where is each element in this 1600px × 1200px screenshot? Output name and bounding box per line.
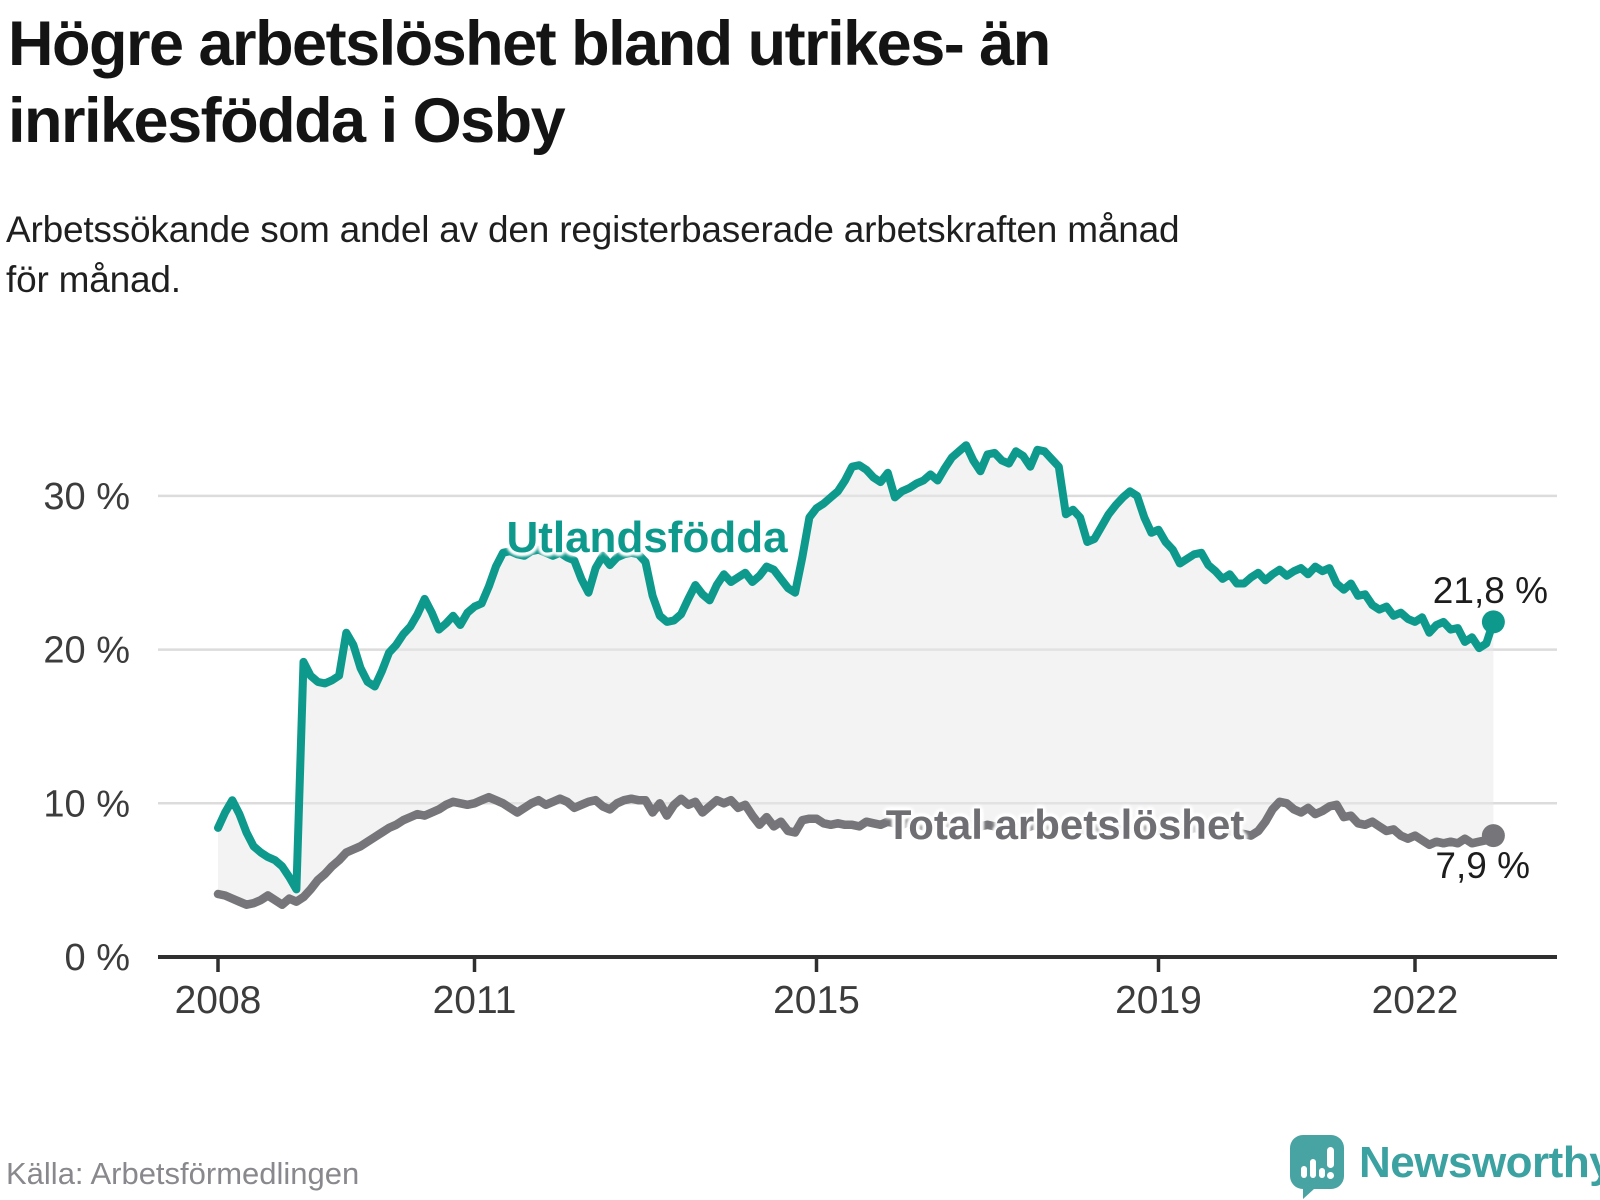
x-axis-tick-label: 2019 bbox=[1115, 979, 1202, 1022]
y-axis-tick-label: 20 % bbox=[43, 630, 130, 672]
x-axis-tick-label: 2015 bbox=[773, 979, 860, 1022]
y-axis-tick-label: 0 % bbox=[65, 937, 130, 979]
source-note: Källa: Arbetsförmedlingen bbox=[6, 1156, 360, 1191]
x-axis-tick-label: 2022 bbox=[1372, 979, 1459, 1022]
chart-title-line1: Högre arbetslöshet bland utrikes- än bbox=[8, 9, 1051, 79]
y-axis-tick-label: 10 % bbox=[43, 783, 130, 825]
x-axis-tick-label: 2008 bbox=[175, 979, 262, 1022]
end-value-label-total: 7,9 % bbox=[1435, 845, 1530, 886]
newsworthy-logo-text: Newsworthy bbox=[1359, 1138, 1600, 1187]
series-label-total-arbetsloshet: Total arbetslöshet bbox=[885, 801, 1245, 848]
newsworthy-logo-icon bbox=[1290, 1135, 1344, 1199]
line-chart-plot: 0 % 10 % 20 % 30 % 2008 2011 2015 2019 2022 bbox=[43, 441, 1557, 1022]
chart-subtitle-line1: Arbetssökande som andel av den registerb… bbox=[6, 209, 1180, 250]
chart-subtitle: Arbetssökande som andel av den registerb… bbox=[6, 205, 1566, 305]
series-label-utlandsfodda: Utlandsfödda bbox=[506, 513, 788, 562]
chart-title-line2: inrikesfödda i Osby bbox=[8, 86, 566, 156]
x-axis-tick-label: 2011 bbox=[433, 979, 517, 1022]
chart-title: Högre arbetslöshet bland utrikes- än inr… bbox=[8, 6, 1528, 160]
newsworthy-brand: Newsworthy bbox=[1288, 1133, 1600, 1199]
end-value-label-utlandsfodda: 21,8 % bbox=[1432, 570, 1548, 611]
chart-subtitle-line2: för månad. bbox=[6, 259, 181, 300]
y-axis-tick-label: 30 % bbox=[43, 476, 130, 518]
